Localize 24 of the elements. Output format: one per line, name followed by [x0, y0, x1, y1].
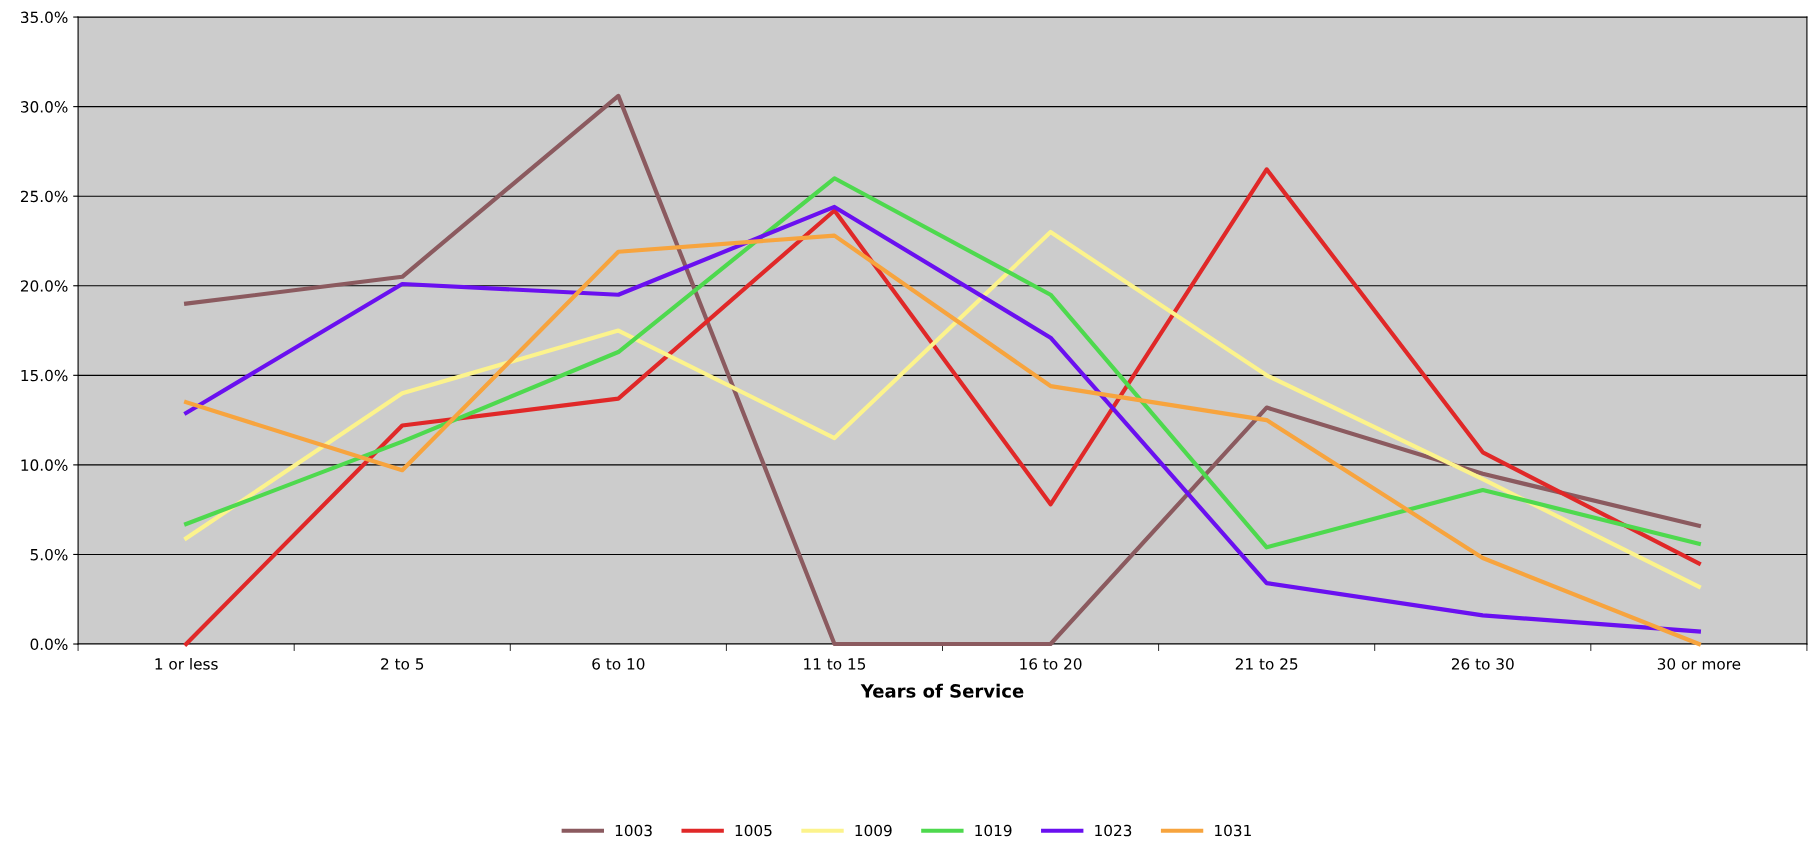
x-tick-label: 26 to 30 — [1451, 658, 1514, 670]
y-tick-label: 35.0% — [21, 11, 68, 24]
y-tick-label: 20.0% — [20, 280, 68, 292]
legend-label: 1009 — [855, 824, 892, 837]
x-tick-label: 6 to 10 — [592, 658, 645, 670]
line-series — [184, 176, 1701, 550]
x-tick-label: 21 to 25 — [1235, 658, 1298, 670]
x-tick-label: 30 or more — [1657, 658, 1741, 670]
legend-label: 1023 — [1095, 824, 1132, 837]
legend-label: 1003 — [615, 824, 652, 837]
legend-label: 1005 — [735, 824, 772, 837]
y-tick-label: 0.0% — [30, 638, 68, 651]
legend-label: 1019 — [975, 824, 1012, 837]
x-axis-title: Years of Service — [860, 683, 1024, 698]
x-tick-label: 16 to 20 — [1020, 658, 1082, 670]
y-tick-label: 30.0% — [21, 101, 68, 113]
x-tick-label: 2 to 5 — [381, 658, 424, 670]
y-tick-label: 15.0% — [21, 369, 68, 382]
y-tick-label: 10.0% — [21, 459, 68, 471]
y-tick-label: 25.0% — [20, 190, 68, 203]
x-tick-label: 1 or less — [155, 657, 218, 670]
y-tick-label: 5.0% — [30, 548, 68, 561]
legend-label: 1031 — [1215, 824, 1251, 837]
x-tick-label: 11 to 15 — [804, 658, 866, 670]
